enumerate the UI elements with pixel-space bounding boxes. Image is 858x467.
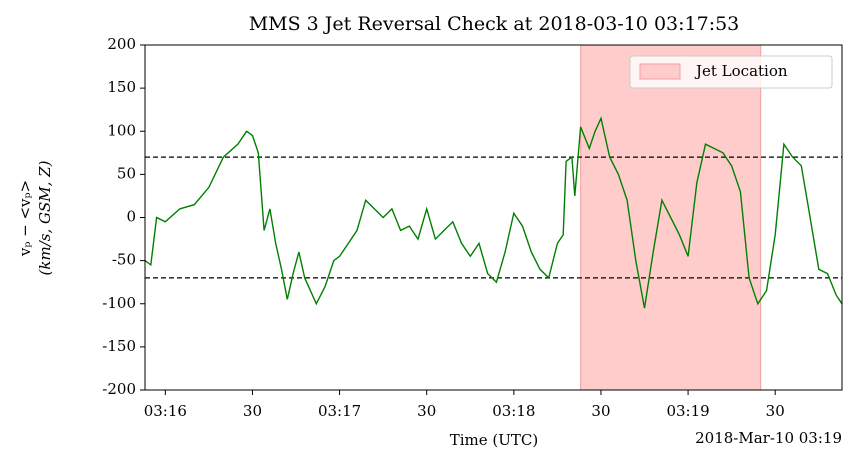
x-tick-label: 30 <box>243 402 262 420</box>
x-offset-label: 2018-Mar-10 03:19 <box>695 429 842 447</box>
x-tick-label: 03:17 <box>318 402 361 420</box>
x-tick-label: 03:19 <box>666 402 709 420</box>
y-tick-label: 50 <box>117 164 136 182</box>
x-tick-label: 03:18 <box>492 402 535 420</box>
x-axis-label: Time (UTC) <box>450 431 539 449</box>
y-tick-label: 200 <box>107 35 136 53</box>
y-tick-label: -50 <box>112 251 136 269</box>
legend-swatch <box>639 63 681 80</box>
y-label-line: (km/s, GSM, Z) <box>36 160 54 275</box>
y-tick-label: -100 <box>102 294 136 312</box>
x-tick-label: 30 <box>591 402 610 420</box>
y-label-line: vₚ − <vₚ> <box>16 180 34 257</box>
legend-label: Jet Location <box>694 62 788 80</box>
y-tick-label: 150 <box>107 78 136 96</box>
y-tick-label: 0 <box>126 208 136 226</box>
x-tick-label: 30 <box>417 402 436 420</box>
x-tick-label: 03:16 <box>144 402 187 420</box>
y-tick-label: -150 <box>102 337 136 355</box>
y-axis-label: vₚ − <vₚ> (km/s, GSM, Z) <box>16 160 54 275</box>
y-tick-label: 100 <box>107 121 136 139</box>
x-tick-label: 30 <box>766 402 785 420</box>
y-tick-label: -200 <box>102 380 136 398</box>
chart-title: MMS 3 Jet Reversal Check at 2018-03-10 0… <box>249 13 740 35</box>
data-line <box>144 116 843 309</box>
